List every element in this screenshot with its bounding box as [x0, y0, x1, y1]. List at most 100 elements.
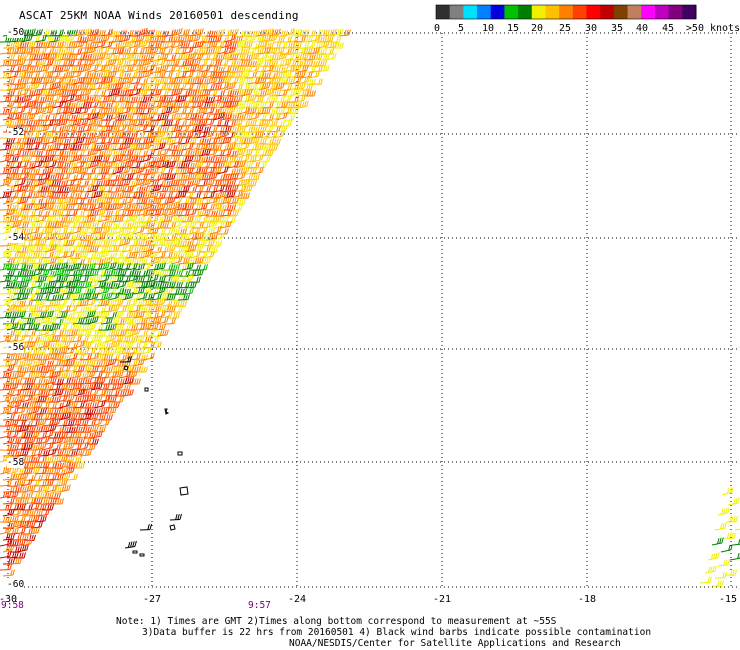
wind-barb [174, 70, 187, 79]
wind-barb [69, 70, 82, 79]
wind-barb [135, 88, 148, 97]
wind-barb [153, 35, 166, 43]
wind-barb [188, 58, 201, 67]
lat-label-50: -50 [7, 27, 25, 38]
wind-barb [272, 82, 285, 91]
lat-label-56: -56 [7, 342, 25, 353]
wind-barb [107, 88, 120, 97]
colorbar-label: 25 [559, 23, 571, 34]
wind-barb [254, 40, 267, 49]
colorbar-label: 5 [458, 23, 464, 34]
note-line-3: NOAA/NESDIS/Center for Satellite Applica… [289, 638, 621, 649]
wind-barb [149, 30, 162, 37]
wind-barb [111, 47, 124, 55]
time-label-mid: 9:57 [248, 600, 271, 611]
wind-barb [209, 35, 222, 43]
wind-barb [293, 82, 306, 91]
wind-barb [704, 565, 717, 574]
wind-barb [128, 64, 141, 73]
lon-label-27: -27 [142, 594, 162, 605]
wind-barb [142, 77, 155, 85]
wind-barb [0, 287, 12, 295]
wind-barb [62, 94, 75, 103]
wind-barb [310, 52, 323, 61]
wind-barb [0, 298, 12, 307]
wind-barb [23, 66, 36, 73]
wind-barb [177, 28, 190, 37]
wind-barb [13, 82, 26, 91]
wind-barb [324, 28, 337, 37]
wind-barb [2, 377, 15, 385]
lat-label-58: -58 [7, 457, 25, 468]
lon-label-15: -15 [718, 594, 738, 605]
island-outline [177, 451, 183, 456]
wind-barb [0, 47, 12, 55]
wind-barb [275, 51, 288, 61]
wind-barb [714, 522, 727, 531]
wind-barb [195, 70, 208, 79]
wind-barb [0, 119, 12, 127]
wind-barb [170, 28, 183, 37]
wind-barb [216, 81, 229, 91]
wind-barb [711, 537, 724, 546]
colorbar-label: >50 knots [686, 23, 740, 34]
wind-barb [184, 52, 197, 61]
wind-barb [48, 59, 61, 67]
wind-barb [44, 52, 57, 61]
wind-barb [118, 82, 131, 91]
wind-barb [254, 76, 267, 85]
wind-barb [30, 29, 43, 37]
wind-barb [289, 41, 302, 49]
map-title: ASCAT 25KM NOAA Winds 20160501 descendin… [19, 9, 299, 22]
wind-barb [219, 52, 232, 61]
island-outline [144, 387, 149, 392]
wind-barb [244, 33, 257, 43]
wind-barb [111, 82, 124, 91]
wind-barb [30, 76, 43, 85]
wind-barb [114, 64, 127, 73]
wind-barb [2, 354, 15, 361]
wind-barb [48, 81, 61, 91]
colorbar-swatch [682, 5, 697, 19]
colorbar-label: 45 [662, 23, 674, 34]
colorbar-swatch [613, 5, 629, 19]
colorbar-label: 30 [585, 23, 597, 34]
lat-label-60: -60 [7, 579, 25, 590]
wind-barb [20, 94, 33, 103]
wind-barb [16, 64, 29, 73]
wind-barb [79, 28, 92, 37]
island-outline [179, 486, 189, 496]
lat-label-52: -52 [7, 127, 25, 138]
wind-barb [132, 47, 145, 55]
wind-barb [79, 63, 92, 73]
wind-barb [76, 46, 89, 55]
wind-barb [711, 580, 724, 587]
wind-barb [237, 33, 250, 43]
wind-barb [296, 52, 309, 61]
wind-barb [163, 77, 176, 85]
wind-barb [699, 576, 712, 584]
wind-barb [734, 528, 740, 531]
wind-barb [272, 46, 285, 55]
wind-barb [707, 552, 720, 561]
wind-barb [139, 70, 152, 79]
wind-barb [139, 58, 152, 67]
wind-barb [51, 41, 64, 49]
wind-barb [0, 371, 12, 379]
wind-barb [0, 444, 12, 451]
wind-barb [247, 52, 260, 61]
wind-barb [209, 46, 222, 55]
wind-barb [289, 87, 302, 97]
wind-barb [0, 479, 12, 487]
wind-barb [146, 71, 159, 79]
wind-barb [13, 70, 26, 79]
wind-barb [128, 88, 141, 97]
colorbar-swatch [531, 5, 546, 19]
wind-barb [124, 540, 137, 549]
colorbar-swatch [463, 5, 478, 19]
island-outline [132, 550, 138, 554]
wind-barb [79, 77, 92, 85]
wind-barb [86, 64, 99, 73]
wind-barb [90, 94, 103, 103]
wind-barb [226, 53, 239, 61]
